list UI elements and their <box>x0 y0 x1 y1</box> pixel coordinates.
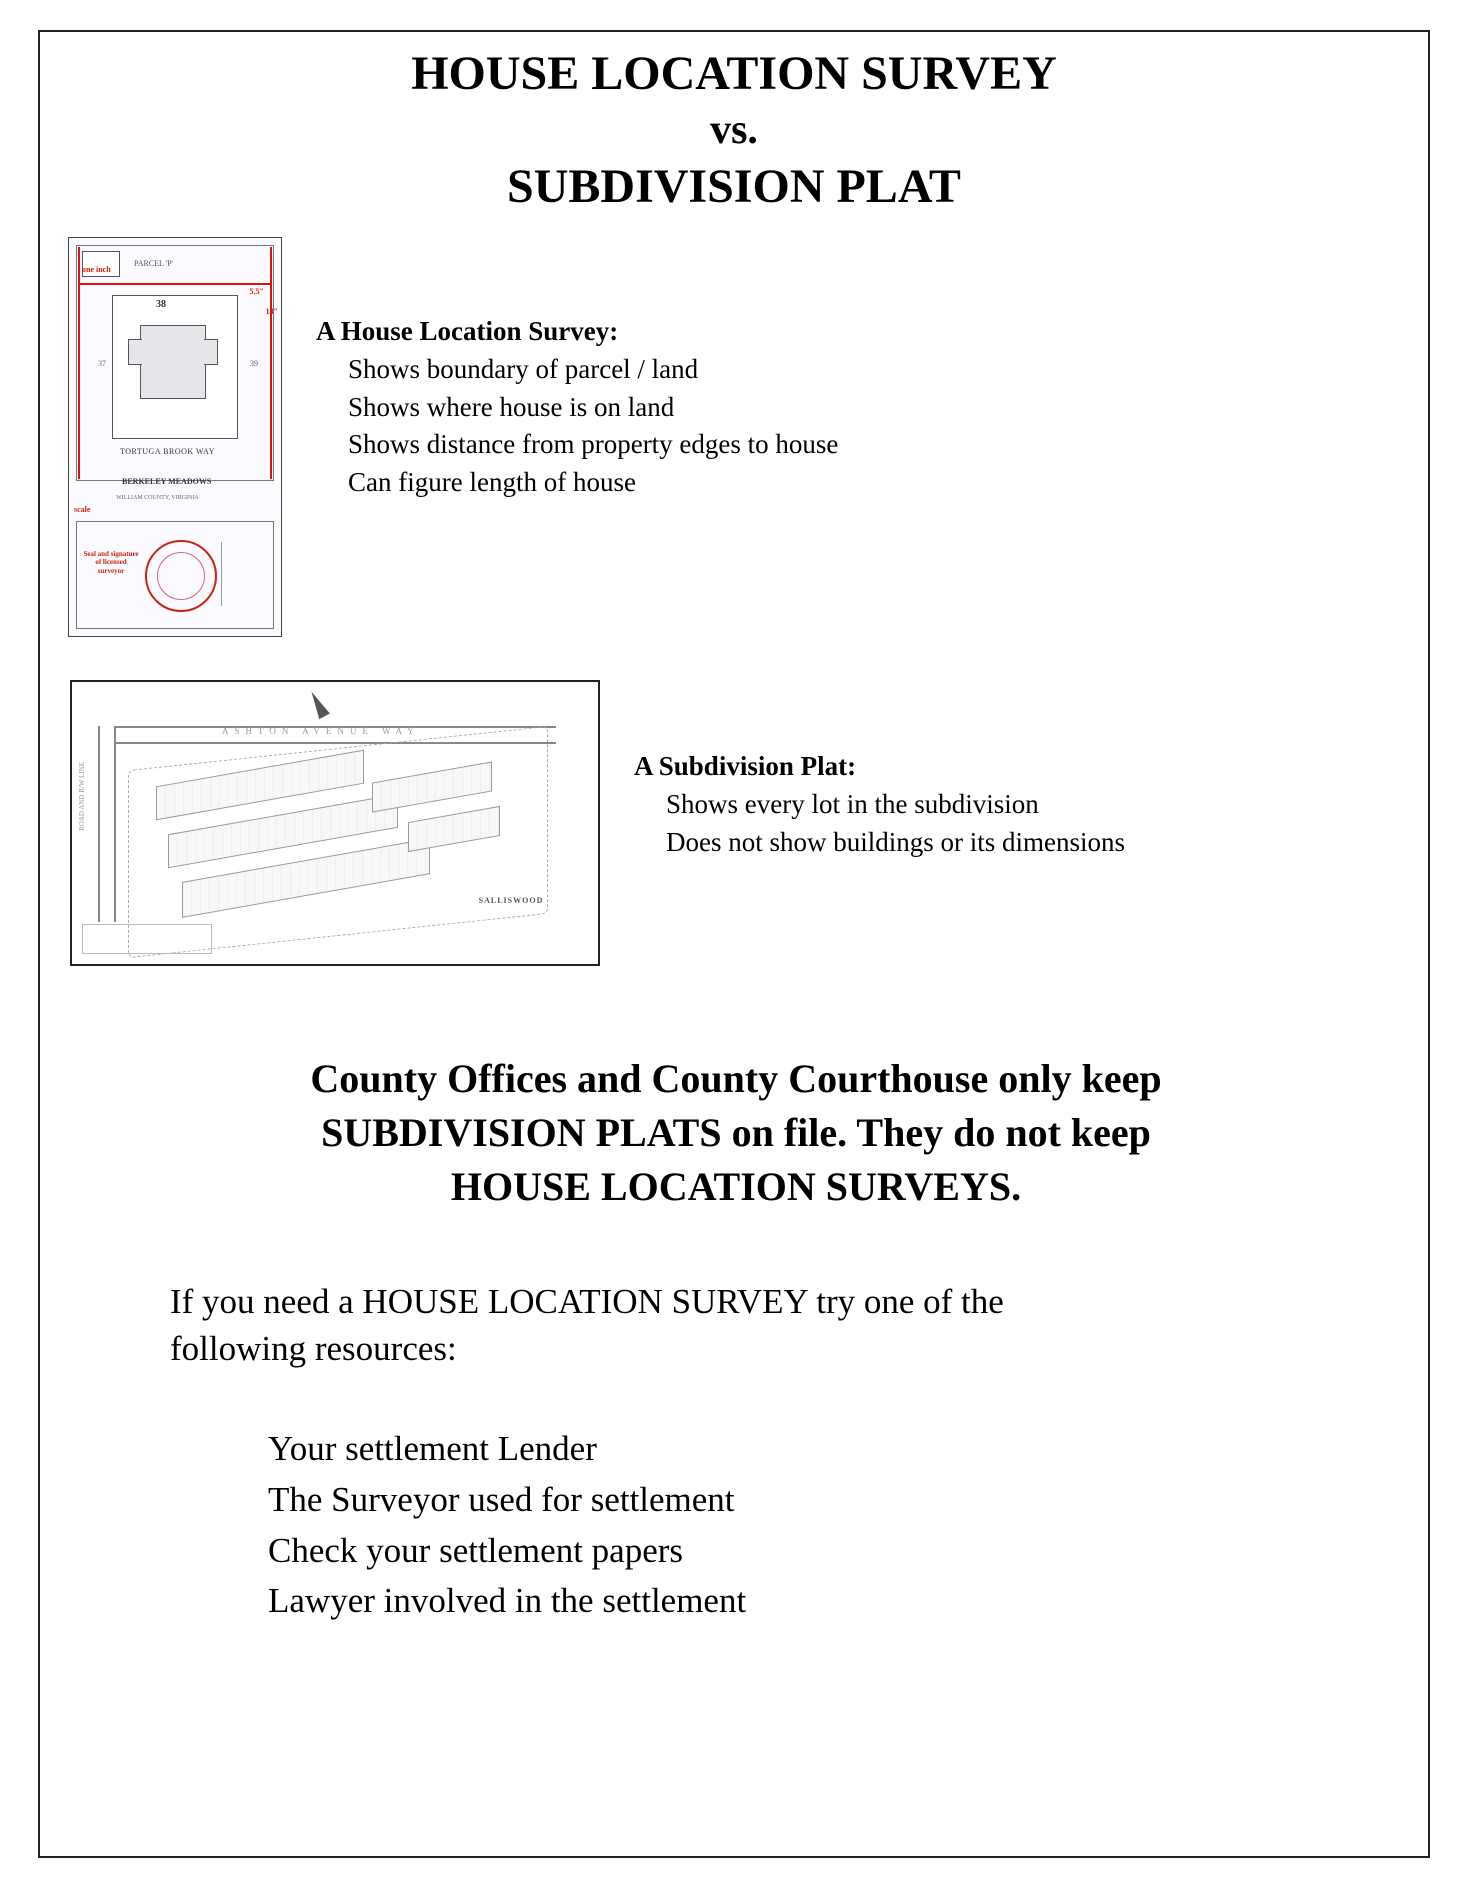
survey-county: WILLIAM COUNTY, VIRGINIA <box>116 495 199 501</box>
resources-intro-l1: If you need a HOUSE LOCATION SURVEY try … <box>170 1282 1004 1321</box>
survey-item-list: Shows boundary of parcel / land Shows wh… <box>316 351 838 502</box>
survey-text: A House Location Survey: Shows boundary … <box>316 313 838 502</box>
survey-diagram: one inch PARCEL 'P' 5.5" 14" 38 37 39 TO… <box>68 237 282 637</box>
survey-footer: Seal and signature of licensed surveyor <box>76 521 274 629</box>
title-line2: SUBDIVISION PLAT <box>40 157 1428 217</box>
page-frame: HOUSE LOCATION SURVEY vs. SUBDIVISION PL… <box>38 30 1430 1858</box>
survey-lot-number: 38 <box>156 299 166 310</box>
resources-intro-l2: following resources: <box>170 1329 457 1368</box>
survey-scale-label: scale <box>74 505 90 514</box>
survey-subdivision: BERKELEY MEADOWS <box>122 477 211 486</box>
resources-list: Your settlement Lender The Surveyor used… <box>268 1424 746 1627</box>
survey-seal-text: Seal and signature of licensed surveyor <box>83 550 139 575</box>
plat-heading: A Subdivision Plat: <box>634 748 1125 786</box>
plat-title-block: SALLISWOOD <box>436 872 586 952</box>
mid-line1: County Offices and County Courthouse onl… <box>120 1052 1352 1106</box>
plat-avenue-label: ASHTON AVENUE WAY <box>222 726 420 736</box>
page-title: HOUSE LOCATION SURVEY vs. SUBDIVISION PL… <box>40 44 1428 217</box>
list-item: Does not show buildings or its dimension… <box>634 824 1125 862</box>
plat-text: A Subdivision Plat: Shows every lot in t… <box>634 748 1125 861</box>
north-arrow-icon <box>306 689 330 719</box>
list-item: Can figure length of house <box>316 464 838 502</box>
survey-house-ext-right <box>204 339 218 365</box>
list-item: Check your settlement papers <box>268 1526 746 1577</box>
survey-house-footprint <box>140 325 206 399</box>
title-line1: HOUSE LOCATION SURVEY <box>40 44 1428 104</box>
survey-footer-right <box>221 542 269 606</box>
survey-heading: A House Location Survey: <box>316 313 838 351</box>
mid-line3: HOUSE LOCATION SURVEYS. <box>120 1160 1352 1214</box>
survey-house-ext-left <box>128 339 142 365</box>
mid-line2: SUBDIVISION PLATS on file. They do not k… <box>120 1106 1352 1160</box>
survey-redline-left <box>78 247 80 479</box>
list-item: Shows every lot in the subdivision <box>634 786 1125 824</box>
plat-left-road-label: ROAD AND R/W LINE <box>78 762 86 831</box>
plat-legend <box>82 924 212 954</box>
survey-dim-top: 5.5" <box>250 287 264 296</box>
survey-dim-side: 14" <box>266 307 278 316</box>
survey-label-parcel: PARCEL 'P' <box>134 259 173 268</box>
survey-adj-lot-left: 37 <box>98 359 106 368</box>
mid-statement: County Offices and County Courthouse onl… <box>120 1052 1352 1214</box>
survey-street-name: TORTUGA BROOK WAY <box>120 447 215 456</box>
survey-label-one-inch: one inch <box>82 265 111 274</box>
list-item: Lawyer involved in the settlement <box>268 1576 746 1627</box>
list-item: Shows boundary of parcel / land <box>316 351 838 389</box>
list-item: Shows distance from property edges to ho… <box>316 426 838 464</box>
surveyor-seal-inner-icon <box>157 552 205 600</box>
survey-redline-right <box>270 247 272 479</box>
survey-adj-lot-right: 39 <box>250 359 258 368</box>
section-house-location-survey: one inch PARCEL 'P' 5.5" 14" 38 37 39 TO… <box>68 237 1398 657</box>
list-item: Your settlement Lender <box>268 1424 746 1475</box>
plat-diagram: ASHTON AVENUE WAY ROAD AND R/W LINE SALL… <box>70 680 600 966</box>
survey-redline-top <box>78 283 272 285</box>
section-subdivision-plat: ASHTON AVENUE WAY ROAD AND R/W LINE SALL… <box>70 680 1400 980</box>
resources-intro: If you need a HOUSE LOCATION SURVEY try … <box>170 1278 1320 1373</box>
title-vs: vs. <box>40 104 1428 157</box>
list-item: The Surveyor used for settlement <box>268 1475 746 1526</box>
plat-name: SALLISWOOD <box>436 896 586 906</box>
plat-left-road <box>98 726 116 922</box>
plat-item-list: Shows every lot in the subdivision Does … <box>634 786 1125 862</box>
list-item: Shows where house is on land <box>316 389 838 427</box>
